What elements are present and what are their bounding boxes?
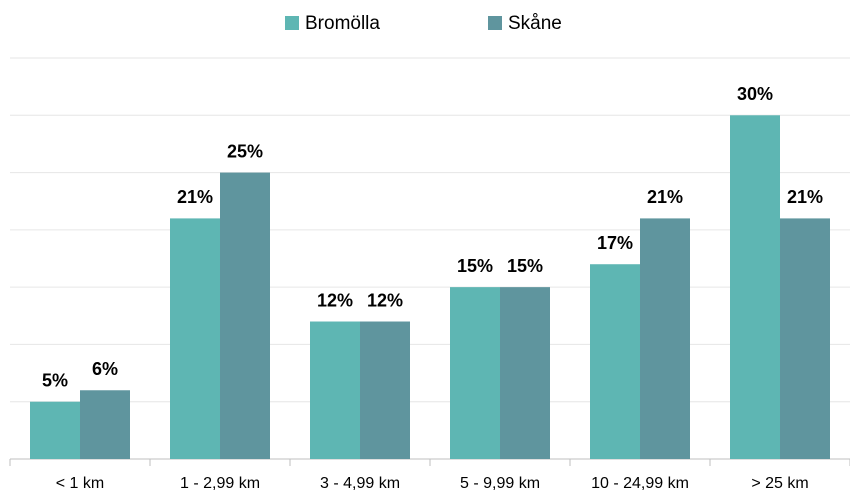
bar — [640, 218, 690, 459]
value-label: 15% — [457, 256, 493, 276]
bar — [30, 401, 80, 459]
x-tick-label: 1 - 2,99 km — [180, 475, 260, 492]
legend-label: Bromölla — [305, 13, 380, 34]
value-label: 6% — [92, 359, 118, 379]
legend-swatch — [488, 16, 502, 30]
value-label: 12% — [317, 290, 353, 310]
legend-label: Skåne — [508, 13, 562, 34]
value-label: 30% — [737, 84, 773, 104]
value-label: 25% — [227, 141, 263, 161]
bar — [310, 321, 360, 459]
x-tick-label: 3 - 4,99 km — [320, 475, 400, 492]
bar — [170, 218, 220, 459]
value-label: 5% — [42, 370, 68, 390]
bar — [590, 264, 640, 459]
value-label: 21% — [177, 187, 213, 207]
x-tick-label: 5 - 9,99 km — [460, 475, 540, 492]
bar — [450, 287, 500, 459]
value-label: 17% — [597, 233, 633, 253]
legend-swatch — [285, 16, 299, 30]
x-tick-label: < 1 km — [56, 475, 104, 492]
bar — [360, 321, 410, 459]
value-label: 21% — [647, 187, 683, 207]
bar — [80, 390, 130, 459]
bar — [780, 218, 830, 459]
value-label: 21% — [787, 187, 823, 207]
bar — [730, 115, 780, 460]
value-label: 15% — [507, 256, 543, 276]
value-label: 12% — [367, 290, 403, 310]
bar — [500, 287, 550, 459]
x-tick-label: 10 - 24,99 km — [591, 475, 689, 492]
bar — [220, 172, 270, 460]
x-tick-label: > 25 km — [751, 475, 808, 492]
